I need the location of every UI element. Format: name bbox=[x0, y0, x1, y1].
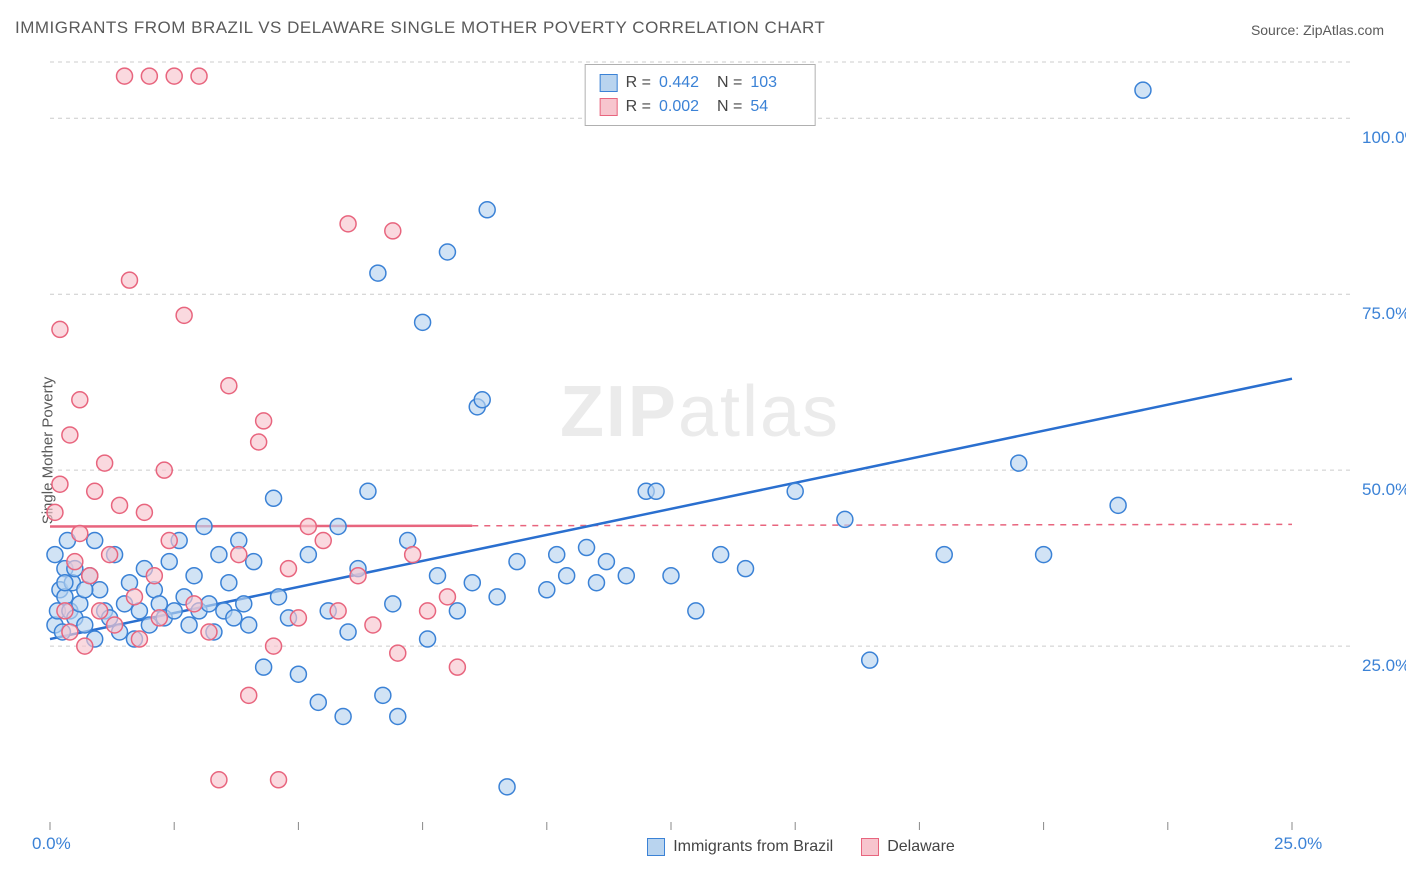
legend-series: Immigrants from Brazil Delaware bbox=[647, 838, 955, 856]
y-tick-label: 75.0% bbox=[1362, 304, 1406, 324]
n-label: N = bbox=[717, 95, 742, 119]
legend-label-blue: Immigrants from Brazil bbox=[673, 838, 833, 856]
x-tick-label: 25.0% bbox=[1274, 834, 1322, 854]
legend-item-pink: Delaware bbox=[861, 838, 955, 856]
r-label: R = bbox=[626, 71, 651, 95]
swatch-blue-icon bbox=[647, 838, 665, 856]
legend-correlation-box: R = 0.442 N = 103 R = 0.002 N = 54 bbox=[585, 64, 816, 126]
chart-title: IMMIGRANTS FROM BRAZIL VS DELAWARE SINGL… bbox=[15, 18, 825, 38]
n-value-blue: 103 bbox=[750, 71, 800, 95]
scatter-plot bbox=[40, 62, 1360, 822]
n-label: N = bbox=[717, 71, 742, 95]
source-attribution: Source: ZipAtlas.com bbox=[1251, 22, 1384, 38]
chart-area: Single Mother Poverty ZIPatlas R = 0.442… bbox=[40, 62, 1360, 822]
r-label: R = bbox=[626, 95, 651, 119]
n-value-pink: 54 bbox=[750, 95, 800, 119]
swatch-blue bbox=[600, 74, 618, 92]
legend-label-pink: Delaware bbox=[887, 838, 955, 856]
swatch-pink bbox=[600, 98, 618, 116]
swatch-pink-icon bbox=[861, 838, 879, 856]
r-value-blue: 0.442 bbox=[659, 71, 709, 95]
legend-row-blue: R = 0.442 N = 103 bbox=[600, 71, 801, 95]
y-tick-label: 25.0% bbox=[1362, 656, 1406, 676]
legend-row-pink: R = 0.002 N = 54 bbox=[600, 95, 801, 119]
y-tick-label: 50.0% bbox=[1362, 480, 1406, 500]
legend-item-blue: Immigrants from Brazil bbox=[647, 838, 833, 856]
r-value-pink: 0.002 bbox=[659, 95, 709, 119]
y-tick-label: 100.0% bbox=[1362, 128, 1406, 148]
x-tick-label: 0.0% bbox=[32, 834, 71, 854]
